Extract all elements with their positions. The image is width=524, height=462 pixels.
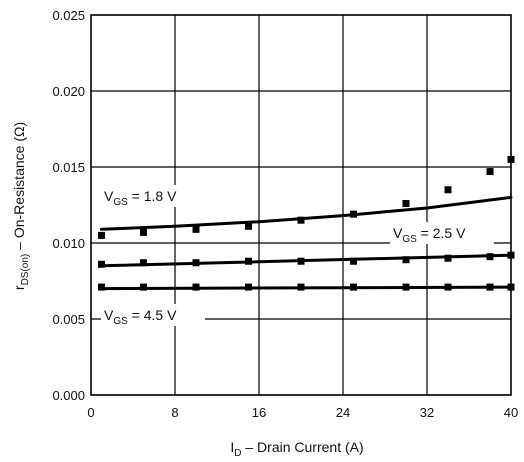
y-tick-label: 0.020 — [52, 84, 85, 99]
data-point-series-2-0 — [98, 283, 105, 291]
data-point-series-2-4 — [297, 283, 305, 291]
data-point-series-2-6 — [402, 283, 410, 291]
x-tick-label: 8 — [171, 405, 178, 420]
x-axis-title: ID – Drain Current (A) — [230, 439, 363, 459]
svg-text:VGS = 1.8 V: VGS = 1.8 V — [104, 188, 177, 208]
data-point-series-2-7 — [444, 283, 452, 291]
data-point-series-0-0 — [98, 231, 105, 239]
data-point-series-1-6 — [402, 256, 410, 264]
y-tick-labels: 0.000 0.005 0.010 0.015 0.020 0.025 — [52, 8, 85, 403]
x-tick-label: 32 — [420, 405, 434, 420]
plot-frame — [90, 14, 512, 396]
data-point-series-0-2 — [192, 225, 200, 233]
x-tick-label: 16 — [252, 405, 266, 420]
data-point-series-0-3 — [245, 222, 252, 230]
y-axis-title: rDS(on) – On-Resistance (Ω) — [11, 122, 31, 290]
y-tick-label: 0.010 — [52, 236, 85, 251]
annotation-vgs-2-5: VGS = 2.5 V — [390, 222, 494, 245]
svg-text:VGS = 2.5 V: VGS = 2.5 V — [393, 225, 466, 245]
x-tick-label: 40 — [504, 405, 518, 420]
data-point-series-0-7 — [444, 186, 452, 194]
data-point-series-2-3 — [245, 283, 252, 291]
data-point-series-0-6 — [402, 199, 410, 207]
svg-text:VGS = 4.5 V: VGS = 4.5 V — [104, 307, 177, 327]
y-tick-label: 0.005 — [52, 312, 85, 327]
x-tick-labels: 0 8 16 24 32 40 — [87, 405, 518, 420]
data-point-series-1-7 — [444, 254, 452, 262]
annotation-vgs-4-5: VGS = 4.5 V — [101, 304, 205, 327]
data-point-series-1-2 — [192, 259, 200, 267]
data-point-series-0-5 — [350, 210, 357, 218]
data-point-series-0-8 — [486, 168, 494, 176]
data-point-series-0-4 — [297, 216, 305, 224]
y-tick-label: 0.000 — [52, 388, 85, 403]
data-point-series-1-5 — [350, 257, 357, 265]
annotation-vgs-1-8: VGS = 1.8 V — [101, 185, 205, 208]
data-point-series-0-1 — [140, 228, 147, 236]
x-tick-label: 24 — [336, 405, 350, 420]
data-point-series-2-1 — [140, 283, 147, 291]
data-point-series-1-1 — [140, 259, 147, 267]
data-point-series-2-8 — [486, 283, 494, 291]
y-tick-label: 0.025 — [52, 8, 85, 23]
x-tick-label: 0 — [87, 405, 94, 420]
data-point-series-1-0 — [98, 260, 105, 268]
data-point-series-2-2 — [192, 283, 200, 291]
fit-line-series-1 — [100, 253, 513, 268]
fit-line-series-2 — [100, 285, 513, 291]
data-point-series-2-5 — [350, 283, 357, 291]
data-point-series-1-4 — [297, 257, 305, 265]
data-point-series-1-8 — [486, 253, 494, 261]
y-tick-label: 0.015 — [52, 160, 85, 175]
data-point-series-1-3 — [245, 257, 252, 265]
